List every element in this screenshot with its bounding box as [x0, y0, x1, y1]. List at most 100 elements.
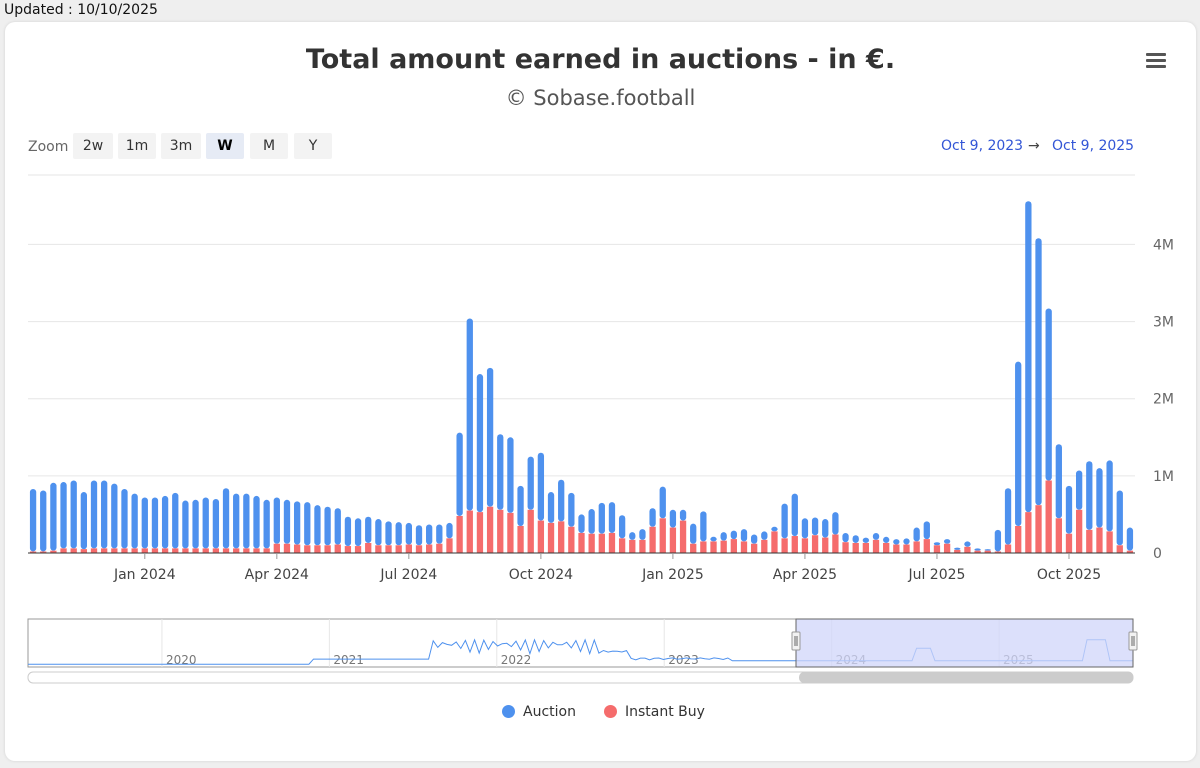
legend-item-instant-buy[interactable]: Instant Buy [604, 704, 705, 720]
bar-auction [1126, 527, 1134, 551]
bar-instant-buy [700, 541, 707, 553]
bar-auction [507, 437, 514, 513]
bar-instant-buy [253, 548, 260, 553]
bar-auction [964, 541, 971, 547]
bar-instant-buy [751, 543, 758, 553]
zoom-button-w[interactable]: W [206, 133, 244, 159]
bar-auction [486, 367, 494, 507]
bar-auction [344, 516, 352, 547]
bar-auction [1096, 468, 1103, 528]
x-tick-label: Apr 2025 [773, 567, 837, 583]
bar-auction [608, 502, 616, 533]
navigator-right-handle[interactable] [1128, 631, 1138, 651]
legend-item-auction[interactable]: Auction [502, 704, 576, 720]
bar-auction [415, 525, 423, 546]
bar-auction [517, 485, 524, 526]
bar-instant-buy [80, 549, 88, 553]
bar-instant-buy [730, 539, 737, 553]
bar-auction [771, 526, 778, 532]
bar-auction [527, 456, 534, 510]
zoom-button-2w[interactable]: 2w [73, 133, 113, 159]
bar-instant-buy [629, 539, 636, 553]
bar-instant-buy [446, 538, 453, 553]
hamburger-menu-icon[interactable] [1143, 50, 1169, 70]
chart-svg: 0 1M 2M 3M 4M Jan 2024 Apr 2024 Jul 2024 Oct 202… [27, 174, 1174, 684]
bar-instant-buy [527, 509, 534, 553]
bar-instant-buy [547, 522, 555, 553]
bar-auction [273, 497, 280, 544]
bar-auction [1116, 490, 1123, 546]
bar-instant-buy [862, 542, 870, 553]
updated-timestamp: Updated : 10/10/2025 [4, 2, 158, 18]
zoom-button-3m[interactable]: 3m [161, 133, 201, 159]
bar-auction [883, 536, 890, 543]
bar-auction [598, 502, 605, 534]
bar-instant-buy [192, 548, 199, 553]
bar-auction [212, 499, 220, 549]
bar-auction [233, 493, 240, 549]
bar-auction [293, 501, 301, 545]
bar-auction [1045, 308, 1052, 481]
bar-instant-buy [263, 548, 270, 553]
bar-instant-buy [111, 548, 118, 553]
bar-instant-buy [375, 545, 382, 553]
bar-auction [649, 508, 656, 527]
bar-auction [497, 434, 504, 510]
bar-instant-buy [172, 548, 179, 553]
legend-auction-marker [502, 705, 515, 718]
bar-auction [202, 497, 209, 549]
bar-auction [243, 493, 250, 549]
bar-instant-buy [354, 546, 362, 553]
bar-instant-buy [283, 543, 291, 553]
bar-instant-buy [1035, 505, 1042, 553]
bar-auction [1025, 201, 1032, 513]
bar-instant-buy [893, 544, 900, 553]
x-tick-label: Apr 2024 [245, 567, 309, 583]
zoom-button-1m[interactable]: 1m [118, 133, 156, 159]
y-tick-label: 3M [1153, 315, 1174, 331]
bar-instant-buy [243, 548, 250, 553]
bar-instant-buy [568, 526, 575, 553]
zoom-button-y[interactable]: Y [294, 133, 332, 159]
bar-instant-buy [60, 548, 67, 553]
bar-instant-buy [1015, 526, 1022, 553]
x-tick-label: Jan 2025 [641, 567, 704, 583]
bar-instant-buy [273, 543, 280, 553]
bar-instant-buy [50, 550, 57, 553]
bar-instant-buy [1055, 518, 1062, 553]
bar-auction [314, 505, 321, 546]
bar-instant-buy [649, 526, 656, 553]
range-from-input[interactable]: Oct 9, 2023 [941, 138, 1024, 154]
bar-instant-buy [1096, 527, 1103, 553]
navigator-left-handle[interactable] [791, 631, 801, 651]
chart-subtitle: © Sobase.football [505, 86, 696, 110]
bar-instant-buy [415, 545, 423, 553]
bar-instant-buy [1086, 529, 1093, 553]
bar-auction [669, 509, 677, 528]
bar-instant-buy [1116, 545, 1123, 553]
bar-auction [405, 522, 412, 545]
bar-auction [466, 318, 473, 511]
bar-instant-buy [679, 520, 687, 553]
bar-instant-buy [1045, 480, 1052, 553]
bar-instant-buy [517, 526, 524, 553]
bar-instant-buy [578, 532, 585, 553]
bar-instant-buy [1025, 512, 1032, 553]
bar-auction [700, 511, 707, 542]
navigator-selection [795, 618, 1134, 668]
bar-instant-buy [761, 539, 768, 553]
bar-instant-buy [832, 534, 839, 553]
zoom-button-m[interactable]: M [250, 133, 288, 159]
bar-auction [161, 495, 169, 549]
bar-auction [862, 537, 870, 543]
bar-auction [50, 482, 57, 551]
navigator-year-label: 2021 [333, 653, 364, 667]
bar-instant-buy [70, 548, 77, 553]
bar-instant-buy [365, 542, 372, 553]
chart-card: Total amount earned in auctions - in €. … [5, 22, 1196, 761]
bar-instant-buy [1075, 509, 1083, 553]
scrollbar-thumb[interactable] [799, 672, 1133, 683]
bar-auction [537, 452, 545, 521]
range-to-input[interactable]: Oct 9, 2025 [1052, 138, 1135, 154]
bar-auction [40, 490, 47, 552]
